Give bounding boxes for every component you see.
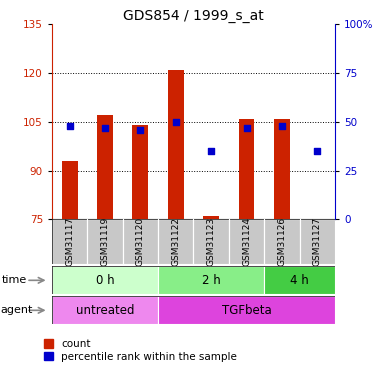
Bar	[158, 266, 264, 294]
Text: time: time	[2, 275, 27, 285]
Text: GSM31124: GSM31124	[242, 217, 251, 266]
Legend: count, percentile rank within the sample: count, percentile rank within the sample	[44, 339, 237, 362]
Bar	[300, 219, 335, 264]
Text: agent: agent	[0, 305, 32, 315]
Bar	[62, 161, 78, 219]
Point	[67, 123, 73, 129]
Bar	[52, 296, 158, 324]
Text: GSM31127: GSM31127	[313, 217, 322, 266]
Text: GSM31119: GSM31119	[100, 217, 110, 267]
Bar	[52, 266, 158, 294]
Bar	[97, 116, 113, 219]
Text: TGFbeta: TGFbeta	[222, 304, 271, 317]
Bar	[239, 118, 254, 219]
Bar	[158, 219, 193, 264]
Point	[102, 125, 108, 131]
Bar	[264, 219, 300, 264]
Bar	[229, 219, 264, 264]
Bar	[158, 296, 335, 324]
Point	[208, 148, 214, 154]
Point	[279, 123, 285, 129]
Text: GSM31117: GSM31117	[65, 217, 74, 267]
Bar	[168, 70, 184, 219]
Text: 0 h: 0 h	[96, 274, 114, 287]
Point	[243, 125, 249, 131]
Point	[173, 119, 179, 125]
Text: GSM31122: GSM31122	[171, 217, 180, 266]
Bar	[52, 219, 87, 264]
Text: untreated: untreated	[76, 304, 134, 317]
Title: GDS854 / 1999_s_at: GDS854 / 1999_s_at	[123, 9, 264, 23]
Point	[314, 148, 320, 154]
Bar	[132, 125, 148, 219]
Bar	[123, 219, 158, 264]
Bar	[193, 219, 229, 264]
Bar	[274, 118, 290, 219]
Text: 2 h: 2 h	[202, 274, 221, 287]
Text: GSM31126: GSM31126	[277, 217, 286, 266]
Point	[137, 127, 144, 133]
Text: 4 h: 4 h	[290, 274, 309, 287]
Bar	[87, 219, 123, 264]
Bar	[264, 266, 335, 294]
Bar	[203, 216, 219, 219]
Text: GSM31123: GSM31123	[207, 217, 216, 266]
Text: GSM31120: GSM31120	[136, 217, 145, 266]
